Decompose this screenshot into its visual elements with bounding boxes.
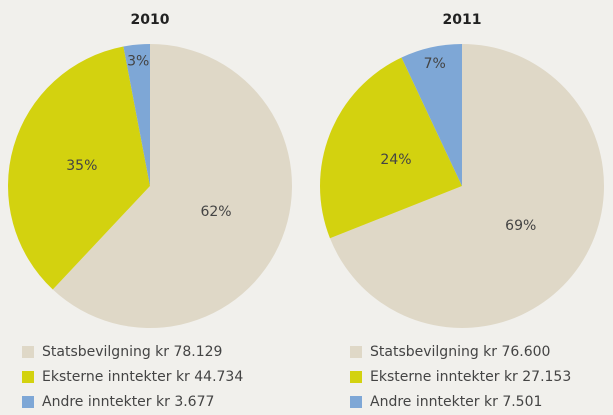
pie-title: 2010 xyxy=(131,12,170,28)
slice-label: 35% xyxy=(66,158,97,174)
legend-swatch xyxy=(350,346,362,358)
legend-label: Eksterne inntekter kr 44.734 xyxy=(42,369,243,385)
pie-slice xyxy=(52,44,292,328)
legend-swatch xyxy=(22,396,34,408)
legend-label: Andre inntekter kr 7.501 xyxy=(370,394,542,410)
slice-label: 62% xyxy=(200,204,231,220)
legend-swatch xyxy=(22,371,34,383)
slice-label: 7% xyxy=(424,56,446,72)
legend-swatch xyxy=(22,346,34,358)
legend-label: Eksterne inntekter kr 27.153 xyxy=(370,369,571,385)
pie-title: 2011 xyxy=(443,12,482,28)
pie-slice xyxy=(401,44,462,186)
slice-label: 3% xyxy=(127,54,149,70)
legend-swatch xyxy=(350,371,362,383)
pie-slice xyxy=(123,44,150,186)
pie-slice xyxy=(319,57,462,239)
slice-label: 24% xyxy=(380,152,411,168)
pie-slice xyxy=(329,44,604,328)
legend-swatch xyxy=(350,396,362,408)
slice-label: 69% xyxy=(505,218,536,234)
pie-slice xyxy=(7,46,150,290)
legend-label: Statsbevilgning kr 76.600 xyxy=(370,344,550,360)
legend-label: Andre inntekter kr 3.677 xyxy=(42,394,214,410)
legend-label: Statsbevilgning kr 78.129 xyxy=(42,344,222,360)
